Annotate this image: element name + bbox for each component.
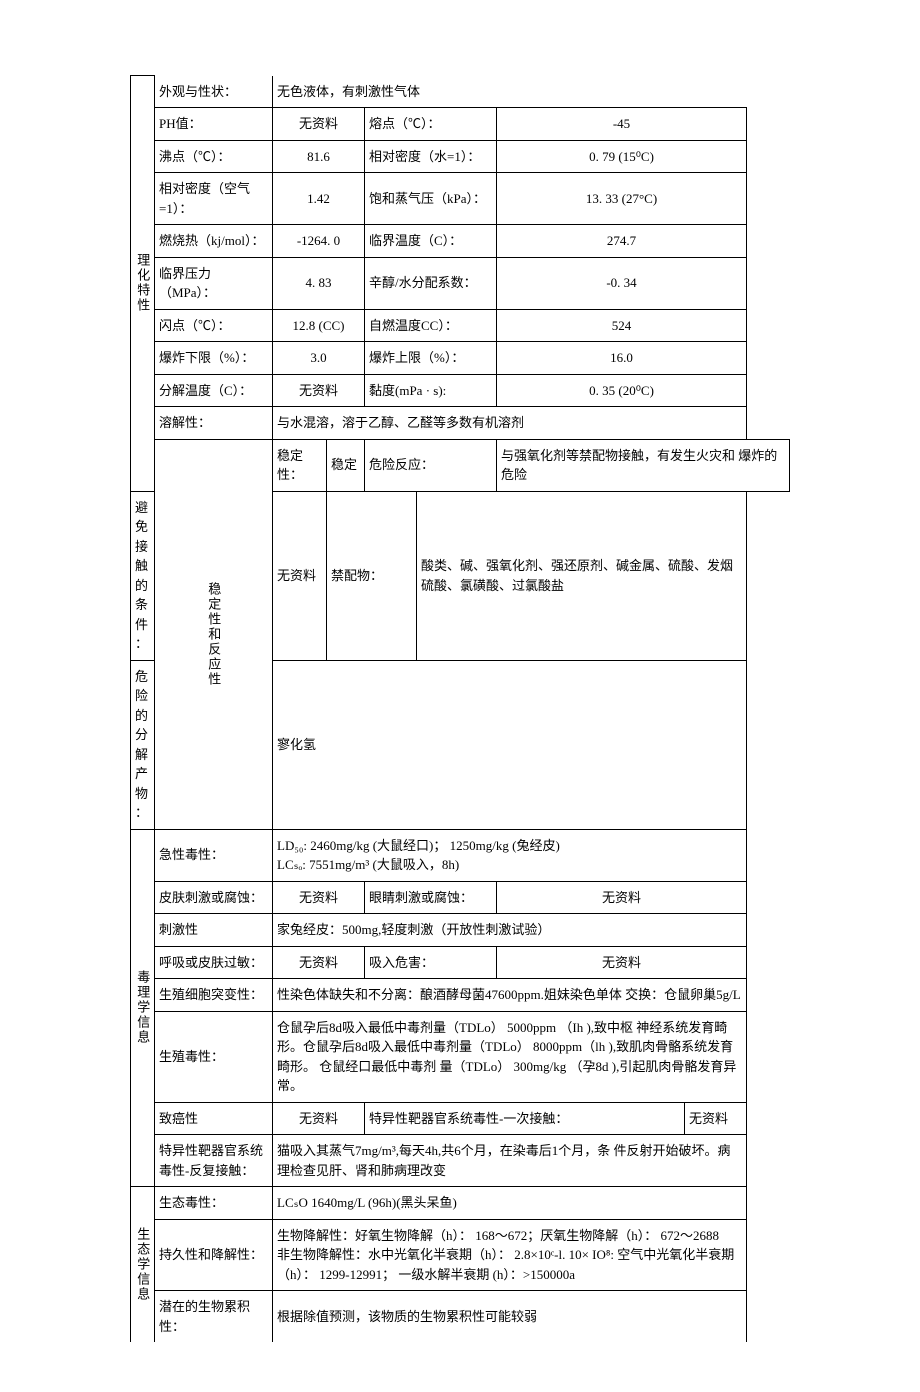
- bp-value: 81.6: [273, 140, 365, 173]
- skin-value: 无资料: [273, 881, 365, 914]
- avoid-label: 避免接触的条件：: [131, 491, 155, 660]
- persist-value: 生物降解性：好氧生物降解（h）： 168～672；厌氧生物降解（h）： 672～…: [273, 1219, 747, 1291]
- decomp-label: 分解温度（C）：: [155, 374, 273, 407]
- irritation-label: 刺激性: [155, 914, 273, 947]
- bioaccum-label: 潜在的生物累积性：: [155, 1291, 273, 1343]
- stability-label: 稳定性：: [273, 439, 327, 491]
- skin-label: 皮肤刺激或腐蚀：: [155, 881, 273, 914]
- mp-label: 熔点（℃）：: [365, 108, 497, 141]
- eye-value: 无资料: [497, 881, 747, 914]
- combustheat-label: 燃烧热（kj/mol）：: [155, 225, 273, 258]
- reldens-water-label: 相对密度（水=1）：: [365, 140, 497, 173]
- flashpt-label: 闪点（℃）：: [155, 309, 273, 342]
- germ-label: 生殖细胞突变性：: [155, 979, 273, 1012]
- autoign-label: 自燃温度CC）：: [365, 309, 497, 342]
- carc-label: 致癌性: [155, 1102, 273, 1135]
- viscosity-value: 0. 35 (20⁰C): [497, 374, 747, 407]
- inhale-value: 无资料: [497, 946, 747, 979]
- solubility-value: 与水混溶，溶于乙醇、乙醛等多数有机溶剂: [273, 407, 747, 440]
- decomp-value: 无资料: [273, 374, 365, 407]
- critpress-label: 临界压力（MPa）：: [155, 257, 273, 309]
- resp-value: 无资料: [273, 946, 365, 979]
- section-ecology: 生态学信息: [131, 1187, 155, 1343]
- acute-label: 急性毒性：: [155, 829, 273, 881]
- stot-repeat-label: 特异性靶器官系统毒性-反复接触：: [155, 1135, 273, 1187]
- persist-label: 持久性和降解性：: [155, 1219, 273, 1291]
- stot-single-label: 特异性靶器官系统毒性-一次接触：: [365, 1102, 685, 1135]
- reldens-water-value: 0. 79 (15⁰C): [497, 140, 747, 173]
- solubility-label: 溶解性：: [155, 407, 273, 440]
- lel-value: 3.0: [273, 342, 365, 375]
- irritation-value: 家兔经皮：500mg,轻度刺激（开放性刺激试验）: [273, 914, 747, 947]
- uel-value: 16.0: [497, 342, 747, 375]
- uel-label: 爆炸上限（%）：: [365, 342, 497, 375]
- stot-single-value: 无资料: [685, 1102, 747, 1135]
- section-toxicology: 毒理学信息: [131, 829, 155, 1187]
- repro-value: 仓鼠孕后8d吸入最低中毒剂量（TDLo） 5000ppm （Ih ),致中枢 神…: [273, 1011, 747, 1102]
- logp-value: -0. 34: [497, 257, 747, 309]
- critpress-value: 4. 83: [273, 257, 365, 309]
- hazreact-label: 危险反应：: [365, 439, 497, 491]
- hazdecomp-value: 寥化氢: [273, 660, 747, 829]
- inhale-label: 吸入危害：: [365, 946, 497, 979]
- repro-label: 生殖毒性：: [155, 1011, 273, 1102]
- autoign-value: 524: [497, 309, 747, 342]
- logp-label: 辛醇/水分配系数：: [365, 257, 497, 309]
- mp-value: -45: [497, 108, 747, 141]
- crittemp-label: 临界温度（C）：: [365, 225, 497, 258]
- stability-value: 稳定: [327, 439, 365, 491]
- ph-value: 无资料: [273, 108, 365, 141]
- combustheat-value: -1264. 0: [273, 225, 365, 258]
- flashpt-value: 12.8 (CC): [273, 309, 365, 342]
- germ-value: 性染色体缺失和不分离：酿酒酵母菌47600ppm.姐妹染色单体 交换：仓鼠卵巢5…: [273, 979, 747, 1012]
- resp-label: 呼吸或皮肤过敏：: [155, 946, 273, 979]
- sds-table: 理化特性 外观与性状： 无色液体，有刺激性气体 PH值： 无资料 熔点（℃）： …: [130, 75, 790, 1342]
- stot-repeat-value: 猫吸入其蒸气7mg/m³,每天4h,共6个月，在染毒后1个月，条 件反射开始破坏…: [273, 1135, 747, 1187]
- ecotox-label: 生态毒性：: [155, 1187, 273, 1220]
- hazreact-value: 与强氧化剂等禁配物接触，有发生火灾和 爆炸的危险: [497, 439, 790, 491]
- bioaccum-value: 根据除值预测，该物质的生物累积性可能较弱: [273, 1291, 747, 1343]
- incompat-label: 禁配物：: [327, 491, 417, 660]
- bp-label: 沸点（℃）：: [155, 140, 273, 173]
- vappress-label: 饱和蒸气压（kPa）：: [365, 173, 497, 225]
- vappress-value: 13. 33 (27°C): [497, 173, 747, 225]
- section-stability: 稳定性和反应性: [155, 439, 273, 829]
- carc-value: 无资料: [273, 1102, 365, 1135]
- incompat-value: 酸类、碱、强氧化剂、强还原剂、碱金属、硫酸、发烟硫酸、氯磺酸、过氯酸盐: [417, 491, 747, 660]
- lel-label: 爆炸下限（%）：: [155, 342, 273, 375]
- appearance-label: 外观与性状：: [155, 76, 273, 108]
- crittemp-value: 274.7: [497, 225, 747, 258]
- viscosity-label: 黏度(mPa · s):: [365, 374, 497, 407]
- acute-value: LD₅₀: 2460mg/kg (大鼠经口)； 1250mg/kg (兔经皮) …: [273, 829, 747, 881]
- hazdecomp-label: 危险的分解产物：: [131, 660, 155, 829]
- ph-label: PH值：: [155, 108, 273, 141]
- ecotox-value: LCₛO 1640mg/L (96h)(黑头呆鱼): [273, 1187, 747, 1220]
- appearance-value: 无色液体，有刺激性气体: [273, 76, 747, 108]
- avoid-value: 无资料: [273, 491, 327, 660]
- reldens-air-value: 1.42: [273, 173, 365, 225]
- section-physchem: 理化特性: [131, 76, 155, 492]
- eye-label: 眼睛刺激或腐蚀：: [365, 881, 497, 914]
- reldens-air-label: 相对密度（空气=1）：: [155, 173, 273, 225]
